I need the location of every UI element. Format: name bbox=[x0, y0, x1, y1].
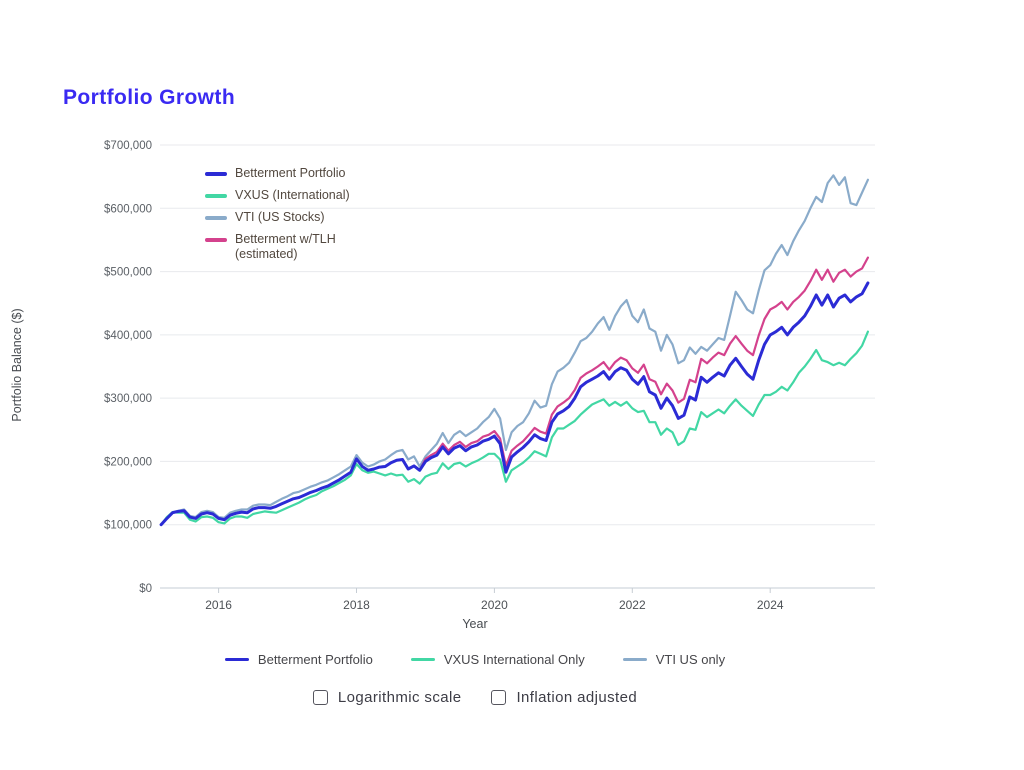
y-tick-label: $400,000 bbox=[104, 330, 152, 342]
bottom-legend-item-vxus[interactable]: VXUS International Only bbox=[410, 652, 585, 667]
bottom-legend-item-betterment[interactable]: Betterment Portfolio bbox=[224, 652, 373, 667]
line-swatch-vxus-icon bbox=[410, 658, 435, 661]
bottom-legend-label: VTI US only bbox=[655, 652, 726, 667]
legend-swatch-betterment-icon bbox=[205, 172, 227, 176]
series-line-vxus-international- bbox=[160, 330, 869, 526]
x-tick-label: 2022 bbox=[619, 598, 646, 612]
y-tick-label: $600,000 bbox=[104, 203, 152, 215]
bottom-legend-label: Betterment Portfolio bbox=[257, 652, 373, 667]
legend-swatch-vxus-icon bbox=[205, 194, 227, 198]
page-title: Portfolio Growth bbox=[63, 86, 236, 109]
y-tick-label: $700,000 bbox=[104, 140, 152, 152]
bottom-legend: Betterment Portfolio VXUS International … bbox=[60, 652, 890, 667]
legend-swatch-tlh-icon bbox=[205, 238, 227, 242]
x-tick-label: 2024 bbox=[757, 598, 784, 612]
x-tick-label: 2020 bbox=[481, 598, 508, 612]
x-axis-title: Year bbox=[462, 617, 488, 631]
line-swatch-betterment-icon bbox=[224, 658, 249, 661]
y-axis-title: Portfolio Balance ($) bbox=[10, 308, 24, 422]
legend-label: Betterment Portfolio bbox=[235, 166, 346, 180]
y-tick-label: $500,000 bbox=[104, 267, 152, 279]
y-tick-label: $0 bbox=[139, 583, 152, 595]
chart-options: Logarithmic scale Inflation adjusted bbox=[60, 689, 890, 706]
inflation-adjusted-option[interactable]: Inflation adjusted bbox=[491, 689, 637, 706]
legend-item-vxus: VXUS (International) bbox=[205, 188, 350, 203]
logarithmic-scale-checkbox[interactable] bbox=[312, 690, 328, 705]
x-tick-label: 2016 bbox=[205, 598, 232, 612]
legend-item-tlh: Betterment w/TLH (estimated) bbox=[205, 232, 350, 262]
bottom-legend-label: VXUS International Only bbox=[443, 652, 585, 667]
x-tick-label: 2018 bbox=[343, 598, 370, 612]
logarithmic-scale-label: Logarithmic scale bbox=[337, 689, 462, 706]
series-line-betterment-portfolio bbox=[159, 281, 870, 527]
legend-label: Betterment w/TLH (estimated) bbox=[235, 232, 336, 261]
y-tick-label: $300,000 bbox=[104, 393, 152, 405]
series-line-betterment-w-tlh-estimated- bbox=[160, 256, 869, 526]
inflation-adjusted-label: Inflation adjusted bbox=[516, 689, 638, 706]
series-line-vti-us-stocks- bbox=[160, 174, 869, 526]
inflation-adjusted-checkbox[interactable] bbox=[491, 690, 507, 705]
logarithmic-scale-option[interactable]: Logarithmic scale bbox=[312, 689, 462, 706]
legend-label: VXUS (International) bbox=[235, 188, 350, 202]
chart-legend: Betterment Portfolio VXUS (International… bbox=[205, 166, 350, 269]
line-swatch-vti-icon bbox=[622, 658, 647, 661]
legend-label: VTI (US Stocks) bbox=[235, 210, 325, 224]
legend-swatch-vti-icon bbox=[205, 216, 227, 220]
legend-item-betterment: Betterment Portfolio bbox=[205, 166, 350, 181]
y-tick-label: $100,000 bbox=[104, 520, 152, 532]
legend-item-vti: VTI (US Stocks) bbox=[205, 210, 350, 225]
y-tick-label: $200,000 bbox=[104, 456, 152, 468]
bottom-legend-item-vti[interactable]: VTI US only bbox=[622, 652, 726, 667]
